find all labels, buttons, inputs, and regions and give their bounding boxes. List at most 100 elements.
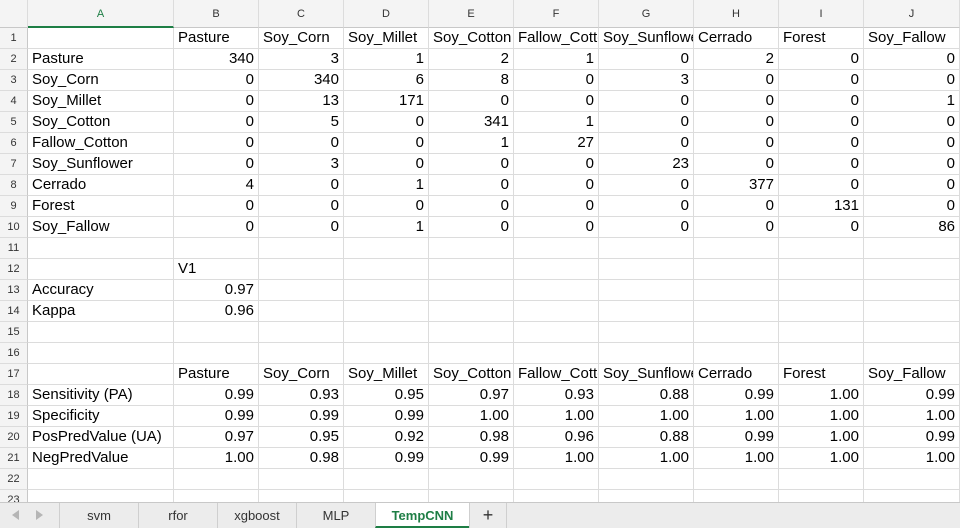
cell-d8[interactable]: 1 <box>344 175 429 196</box>
row-header[interactable]: 19 <box>0 406 28 427</box>
cell-d6[interactable]: 0 <box>344 133 429 154</box>
cell-f22[interactable] <box>514 469 599 490</box>
cell-h6[interactable]: 0 <box>694 133 779 154</box>
cell-c17[interactable]: Soy_Corn <box>259 364 344 385</box>
sheet-tab-svm[interactable]: svm <box>59 503 138 528</box>
cell-e11[interactable] <box>429 238 514 259</box>
cell-j14[interactable] <box>864 301 960 322</box>
column-header-b[interactable]: B <box>174 0 259 28</box>
cell-c2[interactable]: 3 <box>259 49 344 70</box>
cell-b15[interactable] <box>174 322 259 343</box>
cell-b14[interactable]: 0.96 <box>174 301 259 322</box>
cell-a21[interactable]: NegPredValue <box>28 448 174 469</box>
cell-f9[interactable]: 0 <box>514 196 599 217</box>
cell-b10[interactable]: 0 <box>174 217 259 238</box>
cell-h17[interactable]: Cerrado <box>694 364 779 385</box>
cell-a1[interactable] <box>28 28 174 49</box>
cell-b5[interactable]: 0 <box>174 112 259 133</box>
cell-a15[interactable] <box>28 322 174 343</box>
cell-f16[interactable] <box>514 343 599 364</box>
cell-i10[interactable]: 0 <box>779 217 864 238</box>
cell-b3[interactable]: 0 <box>174 70 259 91</box>
cell-b6[interactable]: 0 <box>174 133 259 154</box>
cell-i8[interactable]: 0 <box>779 175 864 196</box>
cell-f4[interactable]: 0 <box>514 91 599 112</box>
cell-h11[interactable] <box>694 238 779 259</box>
cell-d17[interactable]: Soy_Millet <box>344 364 429 385</box>
spreadsheet-grid[interactable]: A B C D E F G H I J 1 Pasture Soy_Corn Soy_Millet Soy_… <box>0 0 960 502</box>
cell-g3[interactable]: 3 <box>599 70 694 91</box>
row-header[interactable]: 6 <box>0 133 28 154</box>
cell-a17[interactable] <box>28 364 174 385</box>
cell-b8[interactable]: 4 <box>174 175 259 196</box>
cell-f10[interactable]: 0 <box>514 217 599 238</box>
cell-a12[interactable] <box>28 259 174 280</box>
cell-i7[interactable]: 0 <box>779 154 864 175</box>
select-all-corner[interactable] <box>0 0 28 28</box>
cell-j7[interactable]: 0 <box>864 154 960 175</box>
cell-g20[interactable]: 0.88 <box>599 427 694 448</box>
add-sheet-button[interactable]: + <box>469 503 507 528</box>
cell-f23[interactable] <box>514 490 599 502</box>
cell-g7[interactable]: 23 <box>599 154 694 175</box>
cell-e18[interactable]: 0.97 <box>429 385 514 406</box>
cell-i23[interactable] <box>779 490 864 502</box>
cell-h18[interactable]: 0.99 <box>694 385 779 406</box>
cell-d23[interactable] <box>344 490 429 502</box>
cell-c16[interactable] <box>259 343 344 364</box>
cell-d12[interactable] <box>344 259 429 280</box>
row-header[interactable]: 11 <box>0 238 28 259</box>
row-header[interactable]: 2 <box>0 49 28 70</box>
cell-g1[interactable]: Soy_Sunflower <box>599 28 694 49</box>
row-header[interactable]: 14 <box>0 301 28 322</box>
cell-g17[interactable]: Soy_Sunflower <box>599 364 694 385</box>
row-header[interactable]: 23 <box>0 490 28 502</box>
cell-f14[interactable] <box>514 301 599 322</box>
cell-h13[interactable] <box>694 280 779 301</box>
cell-b4[interactable]: 0 <box>174 91 259 112</box>
cell-j17[interactable]: Soy_Fallow <box>864 364 960 385</box>
cell-j16[interactable] <box>864 343 960 364</box>
cell-i3[interactable]: 0 <box>779 70 864 91</box>
cell-j18[interactable]: 0.99 <box>864 385 960 406</box>
cell-e5[interactable]: 341 <box>429 112 514 133</box>
cell-f20[interactable]: 0.96 <box>514 427 599 448</box>
cell-b7[interactable]: 0 <box>174 154 259 175</box>
triangle-right-icon[interactable] <box>36 510 43 520</box>
cell-c21[interactable]: 0.98 <box>259 448 344 469</box>
cell-h15[interactable] <box>694 322 779 343</box>
sheet-tab-mlp[interactable]: MLP <box>296 503 375 528</box>
cell-h1[interactable]: Cerrado <box>694 28 779 49</box>
cell-i19[interactable]: 1.00 <box>779 406 864 427</box>
row-header[interactable]: 5 <box>0 112 28 133</box>
cell-i4[interactable]: 0 <box>779 91 864 112</box>
cell-g8[interactable]: 0 <box>599 175 694 196</box>
cell-g2[interactable]: 0 <box>599 49 694 70</box>
cell-d2[interactable]: 1 <box>344 49 429 70</box>
cell-f12[interactable] <box>514 259 599 280</box>
cell-f2[interactable]: 1 <box>514 49 599 70</box>
cell-h10[interactable]: 0 <box>694 217 779 238</box>
cell-a5[interactable]: Soy_Cotton <box>28 112 174 133</box>
cell-a13[interactable]: Accuracy <box>28 280 174 301</box>
cell-c3[interactable]: 340 <box>259 70 344 91</box>
cell-a14[interactable]: Kappa <box>28 301 174 322</box>
cell-e6[interactable]: 1 <box>429 133 514 154</box>
cell-d16[interactable] <box>344 343 429 364</box>
cell-j20[interactable]: 0.99 <box>864 427 960 448</box>
cell-a11[interactable] <box>28 238 174 259</box>
cell-e21[interactable]: 0.99 <box>429 448 514 469</box>
cell-i2[interactable]: 0 <box>779 49 864 70</box>
cell-a3[interactable]: Soy_Corn <box>28 70 174 91</box>
cell-e17[interactable]: Soy_Cotton <box>429 364 514 385</box>
row-header[interactable]: 22 <box>0 469 28 490</box>
cell-e15[interactable] <box>429 322 514 343</box>
cell-e23[interactable] <box>429 490 514 502</box>
cell-e2[interactable]: 2 <box>429 49 514 70</box>
row-header[interactable]: 3 <box>0 70 28 91</box>
cell-i21[interactable]: 1.00 <box>779 448 864 469</box>
row-header[interactable]: 1 <box>0 28 28 49</box>
cell-e16[interactable] <box>429 343 514 364</box>
cell-d15[interactable] <box>344 322 429 343</box>
sheet-tab-tempcnn[interactable]: TempCNN <box>375 503 469 528</box>
